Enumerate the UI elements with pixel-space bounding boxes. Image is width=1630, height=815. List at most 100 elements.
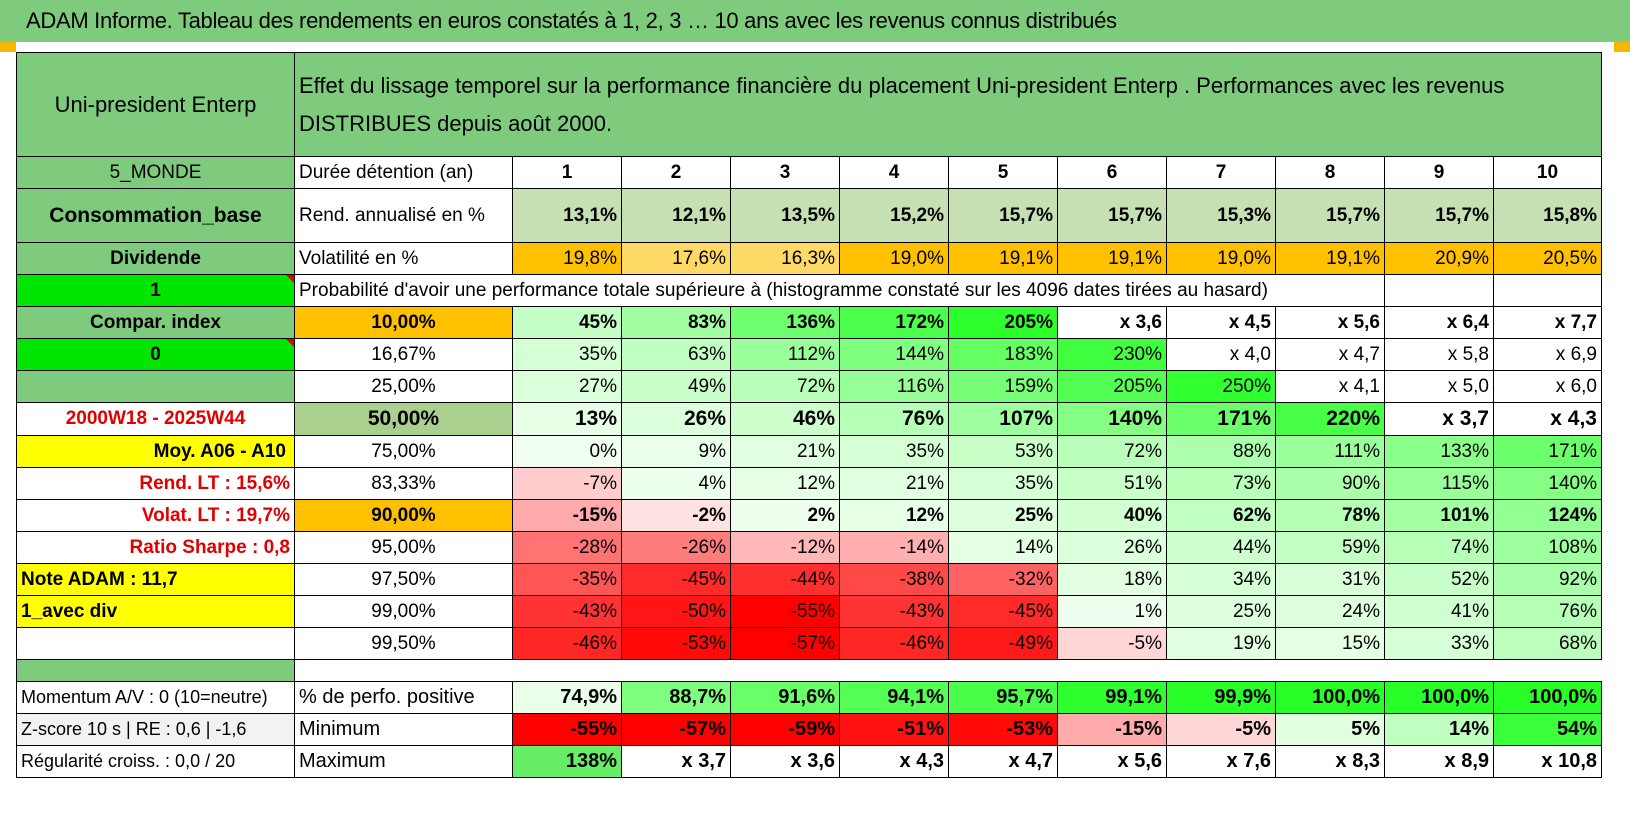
probability-level: 83,33% <box>294 467 513 500</box>
annual-return-row: Consommation_base Rend. annualisé en % 13,… <box>16 188 1602 243</box>
probability-cell: 4% <box>621 467 731 500</box>
probability-cell: -46% <box>512 627 622 660</box>
probability-cell: 136% <box>730 306 840 339</box>
probability-cell: 92% <box>1493 563 1602 596</box>
probability-cell: 52% <box>1384 563 1494 596</box>
probability-cell: -55% <box>730 595 840 628</box>
probability-cell: -53% <box>621 627 731 660</box>
probability-cell: 34% <box>1166 563 1276 596</box>
probability-row: 25,00% 27% 49% 72% 116% 159% 205% 250% x 4,1 x 5,… <box>16 370 1602 403</box>
duration-header: 10 <box>1493 156 1602 189</box>
side-info: Moy. A06 - A10 <box>16 435 295 468</box>
spacer-row <box>16 659 1602 682</box>
probability-cell: 12% <box>730 467 840 500</box>
side-info: Rend. LT : 15,6% <box>16 467 295 500</box>
probability-cell: x 6,0 <box>1493 370 1602 403</box>
row-label: Maximum <box>294 745 513 778</box>
annual-return-cell: 15,7% <box>1057 188 1167 243</box>
probability-cell: 172% <box>839 306 949 339</box>
probability-cell: x 3,7 <box>1384 402 1494 436</box>
spacer-green <box>16 659 295 682</box>
probability-cell: 21% <box>839 467 949 500</box>
probability-level: 99,00% <box>294 595 513 628</box>
probability-cell: 41% <box>1384 595 1494 628</box>
side-info: Compar. index <box>16 306 295 339</box>
probability-cell: 133% <box>1384 435 1494 468</box>
sector-label: Consommation_base <box>16 188 295 243</box>
probability-cell: x 4,5 <box>1166 306 1276 339</box>
volatility-cell: 17,6% <box>621 242 731 275</box>
probability-cell: 45% <box>512 306 622 339</box>
summary-cell: x 8,3 <box>1275 745 1385 778</box>
volatility-cell: 19,0% <box>1166 242 1276 275</box>
probability-cell: -26% <box>621 531 731 564</box>
probability-cell: 73% <box>1166 467 1276 500</box>
summary-cell: 74,9% <box>512 681 622 714</box>
probability-row: Moy. A06 - A10 75,00% 0% 9% 21% 35% 53% 72% 88% 1… <box>16 435 1602 468</box>
summary-cell: x 3,7 <box>621 745 731 778</box>
probability-cell: 1% <box>1057 595 1167 628</box>
probability-cell: 27% <box>512 370 622 403</box>
probability-cell: 31% <box>1275 563 1385 596</box>
summary-cell: 99,9% <box>1166 681 1276 714</box>
probability-cell: -32% <box>948 563 1058 596</box>
summary-cell: 14% <box>1384 713 1494 746</box>
summary-cell: x 4,7 <box>948 745 1058 778</box>
probability-cell: 25% <box>948 499 1058 532</box>
summary-side: Momentum A/V : 0 (10=neutre) <box>16 681 295 714</box>
probability-caption: Probabilité d'avoir une performance tota… <box>294 274 1385 307</box>
probability-cell: 76% <box>1493 595 1602 628</box>
summary-cell: x 8,9 <box>1384 745 1494 778</box>
duration-header: 2 <box>621 156 731 189</box>
summary-cell: -53% <box>948 713 1058 746</box>
side-info: Ratio Sharpe : 0,8 <box>16 531 295 564</box>
summary-cell: 95,7% <box>948 681 1058 714</box>
volatility-cell: 19,1% <box>948 242 1058 275</box>
probability-cell: 44% <box>1166 531 1276 564</box>
probability-cell: 14% <box>948 531 1058 564</box>
side-info <box>16 370 295 403</box>
row-label: Volatilité en % <box>294 242 513 275</box>
probability-cell: -46% <box>839 627 949 660</box>
probability-cell: x 5,8 <box>1384 338 1494 371</box>
probability-row: Volat. LT : 19,7% 90,00% -15% -2% 2% 12% 25% 40… <box>16 499 1602 532</box>
probability-cell: 26% <box>1057 531 1167 564</box>
probability-cell: 78% <box>1275 499 1385 532</box>
probability-cell: 83% <box>621 306 731 339</box>
probability-header-row: 1 Probabilité d'avoir une performance tot… <box>16 274 1602 307</box>
probability-cell: 250% <box>1166 370 1276 403</box>
summary-cell: 100,0% <box>1275 681 1385 714</box>
probability-cell: x 4,1 <box>1275 370 1385 403</box>
header-row: Uni-president Enterp Effet du lissage tem… <box>16 52 1602 157</box>
probability-cell: 19% <box>1166 627 1276 660</box>
probability-cell: 116% <box>839 370 949 403</box>
summary-cell: 54% <box>1493 713 1602 746</box>
probability-cell: x 6,9 <box>1493 338 1602 371</box>
mode-flag: 1 <box>16 274 295 307</box>
probability-level: 50,00% <box>294 402 513 436</box>
probability-cell: 171% <box>1493 435 1602 468</box>
summary-cell: 138% <box>512 745 622 778</box>
probability-cell: x 4,3 <box>1493 402 1602 436</box>
probability-cell: 205% <box>948 306 1058 339</box>
table-description: Effet du lissage temporel sur la perform… <box>294 52 1602 157</box>
probability-cell: 35% <box>512 338 622 371</box>
spacer <box>295 660 1602 682</box>
probability-cell: x 4,0 <box>1166 338 1276 371</box>
annual-return-cell: 13,5% <box>730 188 840 243</box>
summary-cell: -57% <box>621 713 731 746</box>
performance-table: Uni-president Enterp Effet du lissage tem… <box>16 52 1602 778</box>
annual-return-cell: 12,1% <box>621 188 731 243</box>
probability-row: Rend. LT : 15,6% 83,33% -7% 4% 12% 21% 35% 51% 7… <box>16 467 1602 500</box>
probability-cell: 24% <box>1275 595 1385 628</box>
probability-cell: 15% <box>1275 627 1385 660</box>
probability-row: 0 16,67% 35% 63% 112% 144% 183% 230% x 4,0 x 4,7 x… <box>16 338 1602 371</box>
volatility-cell: 16,3% <box>730 242 840 275</box>
right-edge-mark <box>1614 42 1630 52</box>
annual-return-cell: 15,7% <box>948 188 1058 243</box>
summary-cell: 88,7% <box>621 681 731 714</box>
side-info: Note ADAM : 11,7 <box>16 563 295 596</box>
probability-cell: x 3,6 <box>1057 306 1167 339</box>
probability-cell: 35% <box>839 435 949 468</box>
probability-cell: 68% <box>1493 627 1602 660</box>
